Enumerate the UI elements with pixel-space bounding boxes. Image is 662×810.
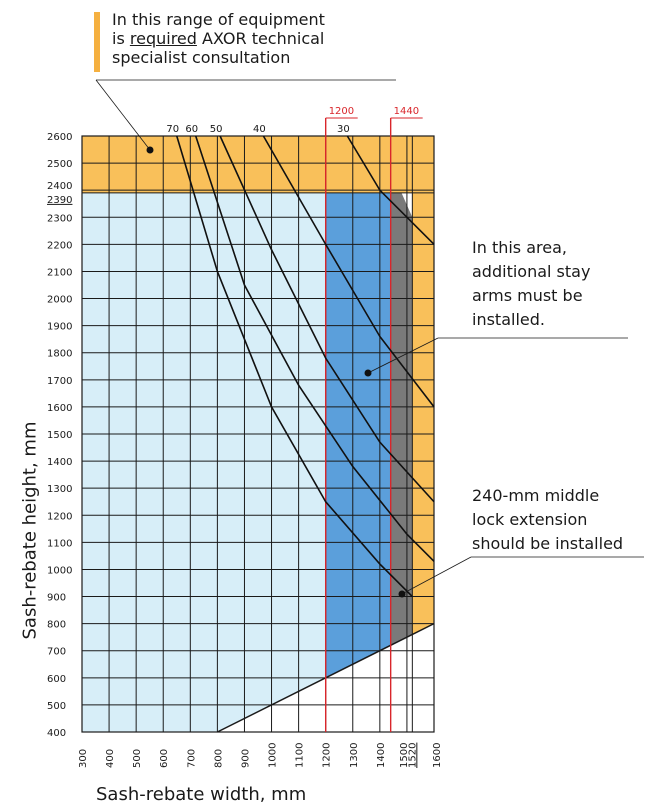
plot-frame <box>81 135 435 733</box>
x-tick-label: 900 <box>240 749 251 768</box>
lock-extension-note: 240-mm middle lock extension should be i… <box>472 484 662 556</box>
x-tick-label: 1200 <box>322 743 333 768</box>
x-tick-label: 700 <box>186 749 197 768</box>
x-tick-label: 300 <box>78 749 89 768</box>
lock-extension-note-line-2: lock extension <box>472 510 588 529</box>
x-tick-label: 1300 <box>349 743 360 768</box>
y-tick-label: 600 <box>47 674 66 685</box>
curve <box>176 135 413 598</box>
consultation-note-required: required <box>129 29 197 48</box>
x-tick-label: 1000 <box>268 743 279 768</box>
y-tick-label: 1400 <box>47 457 72 468</box>
x-tick-label: 800 <box>213 749 224 768</box>
x-tick-label: 1400 <box>376 743 387 768</box>
y-tick-label: 2600 <box>47 132 72 143</box>
consultation-region <box>82 136 434 193</box>
y-tick-label: 1100 <box>47 538 72 549</box>
y-tick-label: 2400 <box>47 181 72 192</box>
curve-label: 40 <box>253 124 266 135</box>
curve-label: 30 <box>337 124 350 135</box>
lock-extension-leader <box>401 556 472 595</box>
y-tick-label: 2500 <box>47 159 72 170</box>
y-tick-label: 500 <box>47 701 66 712</box>
consultation-leader <box>95 79 151 151</box>
consultation-note-pre: is <box>112 29 130 48</box>
stay-arms-marker <box>364 369 372 377</box>
lock-extension-note-line-3: should be installed <box>472 534 624 553</box>
y-tick-label: 700 <box>47 647 66 658</box>
curve-label: 70 <box>166 124 179 135</box>
x-tick-label: 1520 <box>407 743 418 768</box>
x-axis-title: Sash-rebate width, mm <box>96 784 307 805</box>
y-tick-label: 2100 <box>47 267 72 278</box>
y-tick-label: 1200 <box>47 511 72 522</box>
lock-extension-marker <box>398 590 406 598</box>
consultation-note-line-2: is required AXOR technical <box>112 29 412 48</box>
x-tick-label: 1600 <box>432 743 443 768</box>
consultation-note-post: AXOR technical <box>196 29 325 48</box>
annotation-leaders <box>95 79 644 598</box>
chart-grid <box>81 135 435 733</box>
y-tick-label: 2390 <box>47 195 72 206</box>
x-tick-label: 400 <box>105 749 116 768</box>
curve-label: 50 <box>210 124 223 135</box>
note-accent-bar <box>94 12 100 72</box>
y-tick-label: 1900 <box>47 322 72 333</box>
y-tick-label: 1000 <box>47 565 72 576</box>
right-orange-region <box>412 192 434 635</box>
stay-arms-note-line-2: additional stay <box>472 262 591 281</box>
consultation-note: In this range of equipment is required A… <box>94 10 412 72</box>
y-tick-label: 1600 <box>47 403 72 414</box>
y-tick-label: 1500 <box>47 430 72 441</box>
stay-arms-region <box>325 192 391 678</box>
curve <box>194 135 435 562</box>
y-tick-label: 900 <box>47 593 66 604</box>
y-tick-label: 2300 <box>47 213 72 224</box>
y-tick-label: 2200 <box>47 240 72 251</box>
stay-arms-note-line-1: In this area, <box>472 238 567 257</box>
y-tick-label: 2000 <box>47 295 72 306</box>
standard-region <box>82 192 326 732</box>
x-tick-label: 1100 <box>295 743 306 768</box>
consultation-marker <box>146 146 154 154</box>
lock-extension-note-line-1: 240-mm middle <box>472 486 600 505</box>
consultation-note-line-1: In this range of equipment <box>112 10 325 29</box>
curve <box>219 135 435 503</box>
consultation-note-line-3: specialist consultation <box>112 48 291 67</box>
reference-label: 1440 <box>394 106 419 117</box>
y-axis-title: Sash-rebate height, mm <box>19 421 41 640</box>
y-tick-label: 1700 <box>47 376 72 387</box>
x-tick-label: 500 <box>132 749 143 768</box>
y-tick-label: 400 <box>47 728 66 739</box>
reference-label: 1200 <box>329 106 354 117</box>
curve <box>262 135 435 408</box>
stay-arms-note-line-4: installed. <box>472 310 545 329</box>
stay-arms-note-line-3: arms must be <box>472 286 583 305</box>
y-tick-label: 1300 <box>47 484 72 495</box>
y-tick-label: 1800 <box>47 349 72 360</box>
x-tick-label: 1500 <box>399 743 410 768</box>
curve <box>346 135 435 245</box>
stay-arms-leader <box>367 337 439 374</box>
x-tick-label: 600 <box>159 749 170 768</box>
stay-arms-note: In this area, additional stay arms must … <box>472 236 662 332</box>
chart-regions <box>82 136 434 732</box>
tick-labels: 400 500 600 700 800 900 1000 1100 1200 1300 1400 15… <box>47 132 443 768</box>
y-tick-label: 800 <box>47 620 66 631</box>
curves: 70 60 50 40 30 <box>166 124 435 598</box>
curve-label: 60 <box>185 124 198 135</box>
